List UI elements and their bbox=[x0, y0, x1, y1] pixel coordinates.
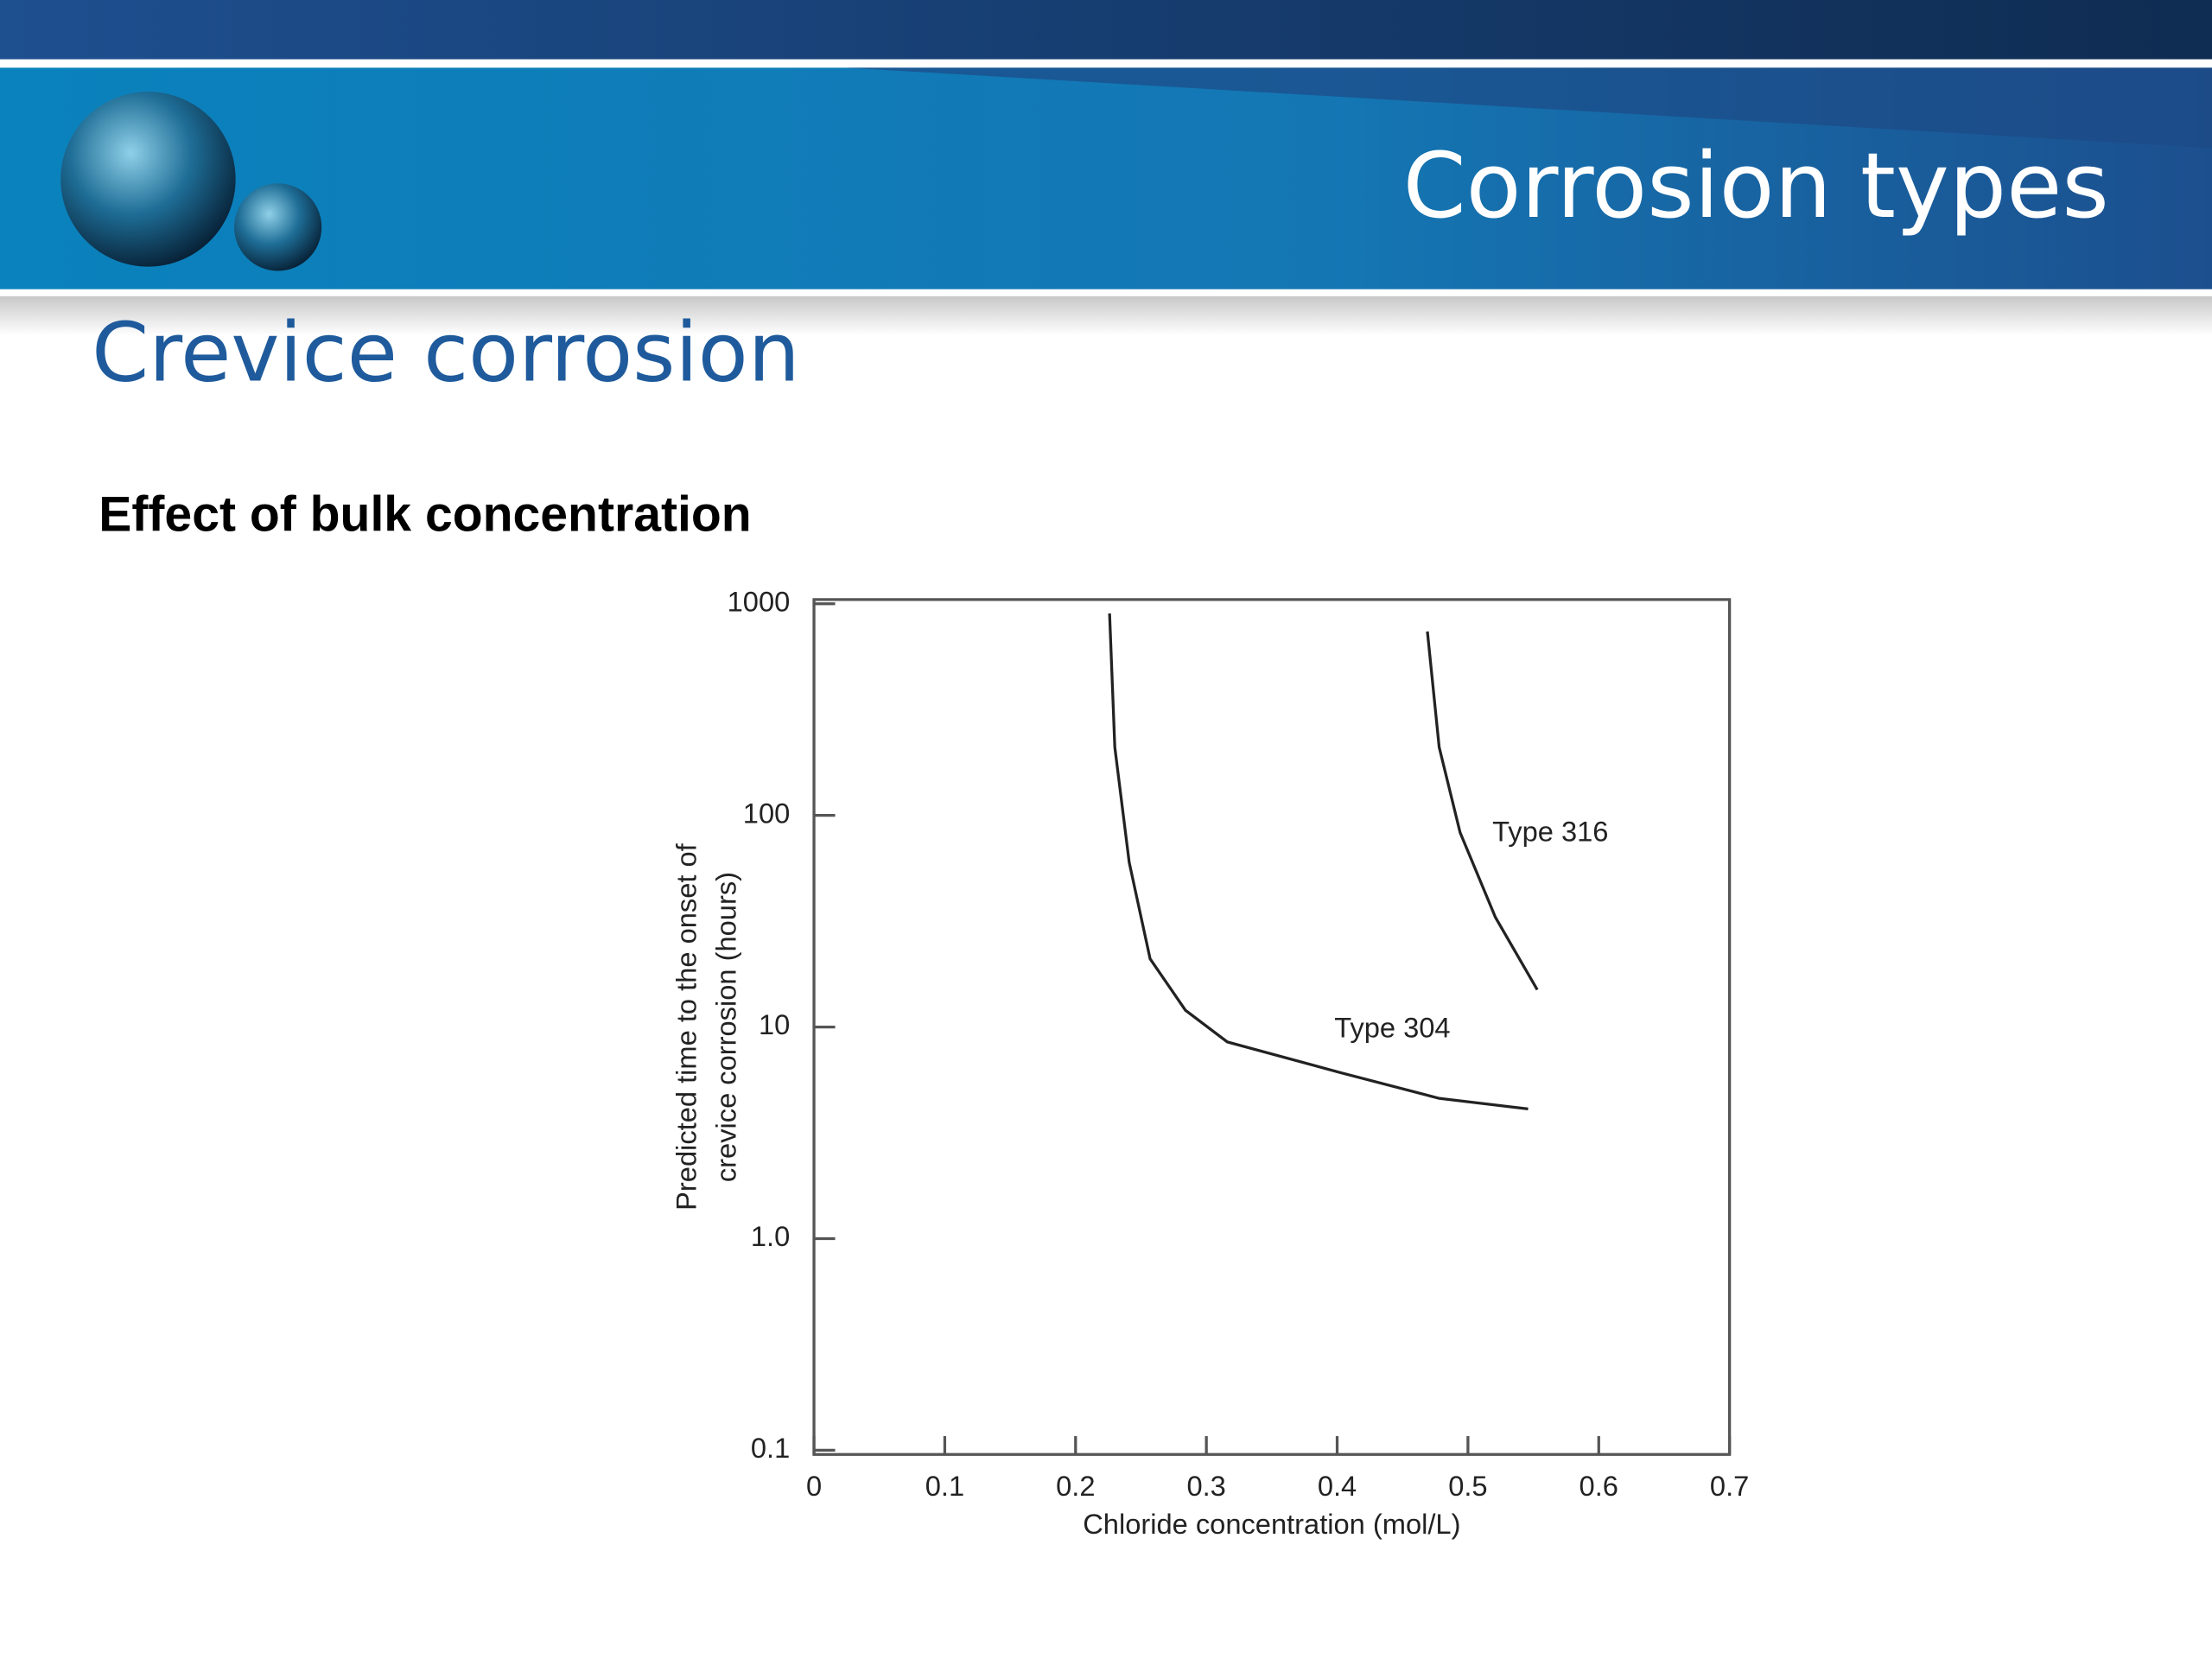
y-axis-label-line: crevice corrosion (hours) bbox=[709, 872, 741, 1182]
x-tick-label: 0.5 bbox=[1448, 1470, 1487, 1502]
series-line bbox=[1108, 613, 1529, 1111]
y-tick-label: 10 bbox=[759, 1008, 790, 1040]
y-tick-label: 100 bbox=[743, 797, 790, 829]
y-tick-label: 1.0 bbox=[751, 1220, 790, 1252]
series-label: Type 316 bbox=[1492, 816, 1608, 848]
x-axis-label: Chloride concentration (mol/L) bbox=[1083, 1508, 1460, 1540]
series-line bbox=[1426, 631, 1539, 991]
top-bar bbox=[0, 0, 2212, 60]
x-tick-label: 0.7 bbox=[1710, 1470, 1749, 1502]
x-tick-label: 0.4 bbox=[1318, 1470, 1357, 1502]
y-tick-label: 1000 bbox=[728, 585, 791, 617]
banner-shadow bbox=[0, 296, 2212, 336]
y-axis-label-line: Predicted time to the onset of bbox=[670, 842, 702, 1210]
plot-frame bbox=[812, 598, 1732, 1456]
sphere-small bbox=[234, 183, 322, 271]
x-tick-label: 0.3 bbox=[1186, 1470, 1225, 1502]
x-tick-label: 0 bbox=[806, 1470, 822, 1502]
series-label: Type 304 bbox=[1334, 1011, 1450, 1043]
x-tick-label: 0.2 bbox=[1056, 1470, 1095, 1502]
y-tick-label: 0.1 bbox=[751, 1432, 790, 1464]
x-tick-label: 0.1 bbox=[925, 1470, 964, 1502]
y-axis-label: Predicted time to the onset of crevice co… bbox=[670, 842, 741, 1210]
slide-title: Crevice corrosion bbox=[92, 306, 800, 401]
header-title: Corrosion types bbox=[1403, 133, 2109, 238]
sphere-large bbox=[60, 92, 236, 267]
x-tick-label: 0.6 bbox=[1580, 1470, 1618, 1502]
slide-subtitle: Effect of bulk concentration bbox=[99, 486, 751, 542]
chart: 0.1 1.0 10 100 1000 0 0.1 0.2 0.3 0.4 0.5 0.6 0.7 Chl… bbox=[670, 585, 1749, 1540]
banner-accent bbox=[846, 67, 2212, 149]
